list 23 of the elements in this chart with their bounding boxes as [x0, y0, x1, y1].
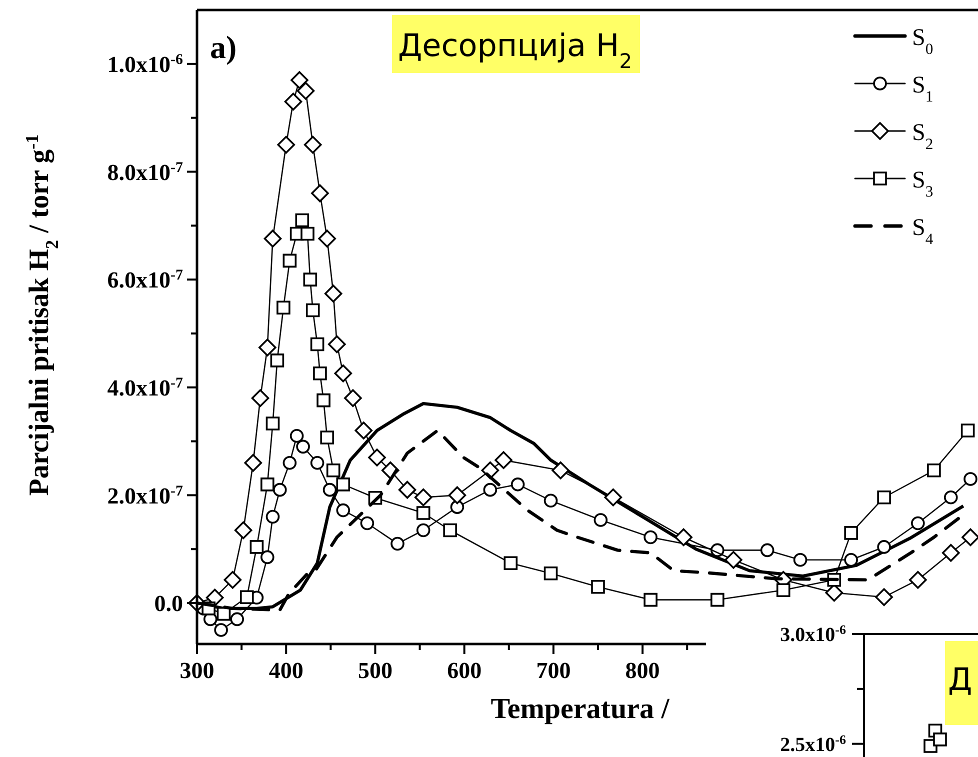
x-tick-label: 500 — [358, 658, 392, 683]
x-tick-label: 300 — [180, 658, 214, 683]
legend-label: S$_{1}$ — [912, 72, 934, 105]
x-tick-label: 600 — [447, 658, 482, 683]
x-tick-label: 700 — [536, 658, 571, 683]
text: Д — [948, 662, 972, 698]
y-tick-label: 0.0 — [154, 591, 183, 616]
x-axis-title: Temperatura / — [490, 693, 670, 725]
y-tick-label: 8.0x10$^{-7}$ — [107, 160, 184, 185]
legend-label: S$_{2}$ — [912, 120, 934, 152]
y-tick-label: 6.0x10$^{-7}$ — [107, 268, 184, 293]
x-tick-label: 800 — [625, 658, 660, 683]
annotation: a) — [210, 29, 237, 65]
text: Десорпција H$_{2}$ — [398, 28, 632, 73]
x-tick-label: 400 — [268, 658, 304, 683]
legend-label: S$_{0}$ — [912, 25, 934, 58]
legend-label: S$_{3}$ — [912, 168, 934, 200]
y-tick-label: 3.0x10$^{-6}$ — [780, 622, 846, 646]
y-tick-label: 2.0x10$^{-7}$ — [107, 483, 184, 508]
y-tick-label: 1.0x10$^{-6}$ — [107, 52, 184, 77]
y-tick-label: 4.0x10$^{-7}$ — [107, 375, 184, 400]
y-tick-label: 2.5x10$^{-6}$ — [780, 731, 846, 756]
legend-label: S$_{4}$ — [912, 215, 934, 248]
